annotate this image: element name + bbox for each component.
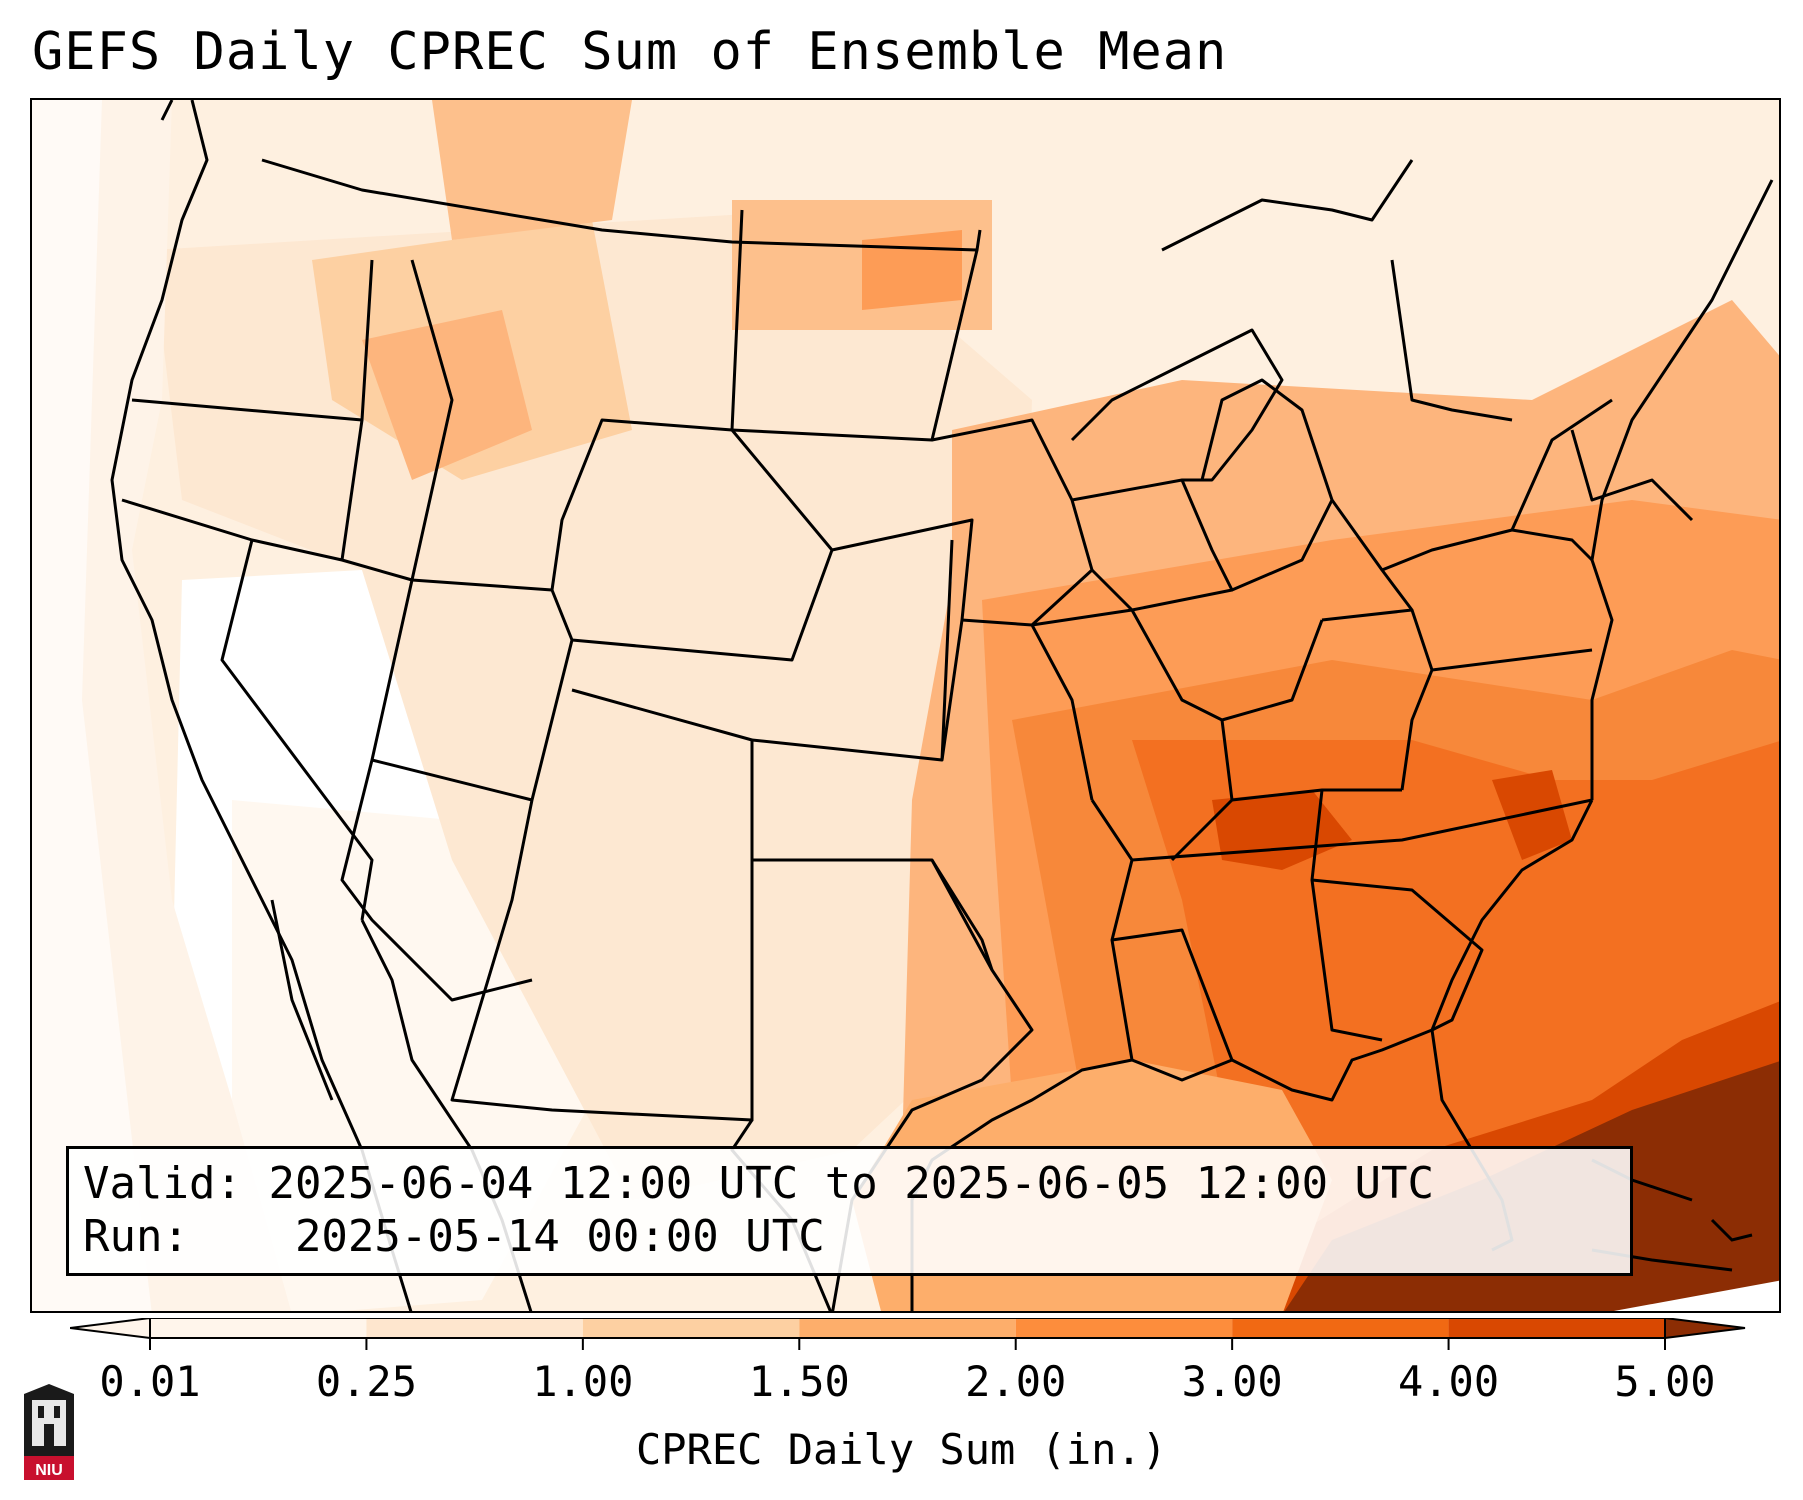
colorbar: 0.01 0.25 1.00 1.50 2.00 3.00 4.00 5.00 xyxy=(70,1318,1746,1406)
colorbar-outline xyxy=(149,1318,1666,1339)
colorbar-swatch xyxy=(799,1318,1016,1338)
colorbar-tick-label: 5.00 xyxy=(1614,1357,1715,1406)
colorbar-swatch xyxy=(1015,1318,1233,1338)
run-label: Run: xyxy=(83,1211,189,1262)
colorbar-ticks: 0.01 0.25 1.00 1.50 2.00 3.00 4.00 5.00 xyxy=(99,1338,1716,1406)
precip-field xyxy=(32,100,1779,1311)
map-panel[interactable] xyxy=(30,98,1781,1313)
valid-label: Valid: xyxy=(83,1158,242,1209)
colorbar-tick-label: 1.00 xyxy=(532,1357,633,1406)
colorbar-tick-label: 1.50 xyxy=(749,1357,850,1406)
colorbar-swatch xyxy=(150,1318,367,1338)
colorbar-extend-high xyxy=(1664,1318,1746,1340)
precip-map xyxy=(32,100,1779,1311)
valid-run-info-box: Valid: 2025-06-04 12:00 UTC to 2025-06-0… xyxy=(66,1146,1633,1276)
colorbar-extend-low xyxy=(70,1318,151,1340)
map-title: GEFS Daily CPREC Sum of Ensemble Mean xyxy=(32,22,1228,82)
colorbar-tick-label: 4.00 xyxy=(1398,1357,1499,1406)
colorbar-label: CPREC Daily Sum (in.) xyxy=(635,1425,1167,1474)
run-time: 2025-05-14 00:00 UTC xyxy=(294,1211,825,1262)
colorbar-swatches xyxy=(70,1318,1746,1340)
colorbar-tick-label: 2.00 xyxy=(965,1357,1066,1406)
logo-text: NIU xyxy=(35,1462,63,1479)
colorbar-swatch xyxy=(1448,1318,1665,1338)
university-tower-icon: NIU xyxy=(24,1384,74,1480)
colorbar-swatch xyxy=(366,1318,583,1338)
valid-time-range: 2025-06-04 12:00 UTC to 2025-06-05 12:00… xyxy=(268,1158,1435,1209)
colorbar-tick-label: 0.25 xyxy=(316,1357,417,1406)
colorbar-tick-label: 0.01 xyxy=(99,1357,200,1406)
colorbar-tick-label: 3.00 xyxy=(1182,1357,1283,1406)
colorbar-swatch xyxy=(1232,1318,1449,1338)
colorbar-swatch xyxy=(582,1318,800,1338)
